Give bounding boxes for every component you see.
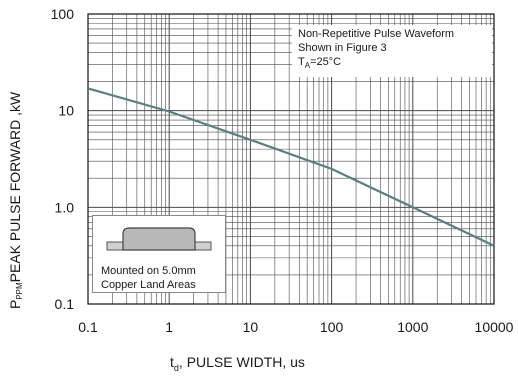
y-tick-label: 100: [51, 6, 75, 22]
x-axis-label: td, PULSE WIDTH, us: [170, 354, 305, 373]
x-tick-label: 0.1: [78, 319, 98, 335]
waveform-note: Non-Repetitive Pulse Waveform Shown in F…: [292, 25, 492, 77]
x-tick-label: 100: [320, 319, 344, 335]
y-axis-label: PPPMPEAK PULSE FORWARD ,kW: [7, 91, 24, 309]
series-line: [87, 87, 495, 247]
svg-text:PPPMPEAK PULSE FORWARD ,kW: PPPMPEAK PULSE FORWARD ,kW: [7, 91, 24, 309]
note-line-1: Non-Repetitive Pulse Waveform: [298, 28, 455, 40]
x-tick-label: 1: [165, 319, 173, 335]
package-icon: [106, 227, 212, 251]
x-tick-label: 10: [243, 319, 259, 335]
y-tick-label: 0.1: [55, 296, 75, 312]
note-line-2: Shown in Figure 3: [298, 42, 387, 54]
inset-caption: Mounted on 5.0mm Copper Land Areas: [101, 265, 196, 291]
note-line-3: TA=25°C: [298, 56, 342, 71]
package-inset: Mounted on 5.0mm Copper Land Areas: [92, 215, 226, 293]
x-tick-label: 10000: [475, 319, 514, 335]
x-tick-label: 1000: [397, 319, 428, 335]
y-tick-label: 10: [58, 103, 74, 119]
y-tick-label: 1.0: [55, 199, 75, 215]
x-tick-labels: 0.1 1 10 100 1000 10000: [78, 319, 513, 335]
y-tick-labels: 0.1 1.0 10 100: [51, 6, 75, 312]
plot-frame: [87, 13, 495, 305]
